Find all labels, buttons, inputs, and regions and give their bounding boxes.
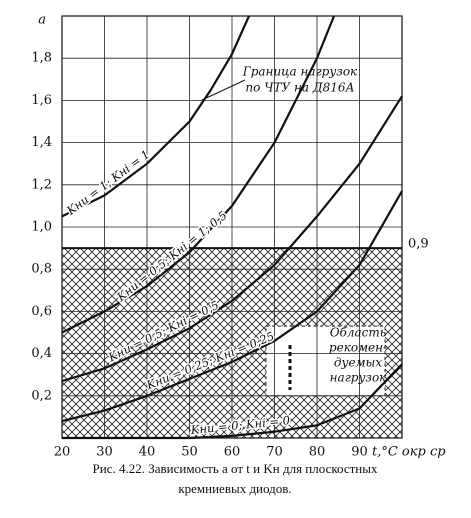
y-tick-label: 1,0 xyxy=(31,220,52,235)
x-tick-label: 80 xyxy=(309,445,326,460)
annotation: Область xyxy=(330,326,387,340)
annotation: дуемых xyxy=(334,356,382,370)
plot-frame xyxy=(61,15,403,439)
annotation: по ЧТУ на Д816А xyxy=(245,81,354,95)
x-axis-label: t,°C окр ср xyxy=(372,445,446,460)
caption: кремниевых диодов. xyxy=(178,481,291,496)
y-tick-label: 1,8 xyxy=(31,51,52,66)
x-tick-label: 50 xyxy=(181,445,198,460)
y-tick-label: 1,6 xyxy=(31,93,52,108)
x-tick-label: 70 xyxy=(266,445,283,460)
x-tick-label: 90 xyxy=(351,445,368,460)
y-tick-label: 0,4 xyxy=(31,346,52,361)
curve-label: Kнu = 1; Kнi = 1 xyxy=(63,147,152,218)
curve xyxy=(62,363,403,440)
x-tick-label: 30 xyxy=(96,445,113,460)
x-tick-label: 40 xyxy=(139,445,156,460)
caption: Рис. 4.22. Зависимость a от t и Kн для п… xyxy=(93,461,378,476)
y-tick-label: 1,2 xyxy=(31,177,52,192)
y-tick-label: 1,4 xyxy=(31,135,52,150)
curve xyxy=(61,95,403,383)
annotation: Граница нагрузок xyxy=(242,65,358,79)
x-tick-label: 60 xyxy=(224,445,241,460)
annotation: рекомен- xyxy=(329,341,387,355)
curve xyxy=(61,15,336,334)
annotation: нагрузок xyxy=(330,371,388,385)
curve xyxy=(61,190,403,423)
threshold-label: 0,9 xyxy=(408,237,429,252)
y-tick-label: 0,8 xyxy=(31,262,52,277)
curve xyxy=(61,15,251,218)
annotation-pointer xyxy=(201,79,246,101)
y-tick-label: 0,2 xyxy=(31,388,52,403)
y-axis-label: a xyxy=(38,13,46,28)
x-tick-label: 20 xyxy=(54,445,71,460)
y-tick-label: 0,6 xyxy=(31,304,52,319)
